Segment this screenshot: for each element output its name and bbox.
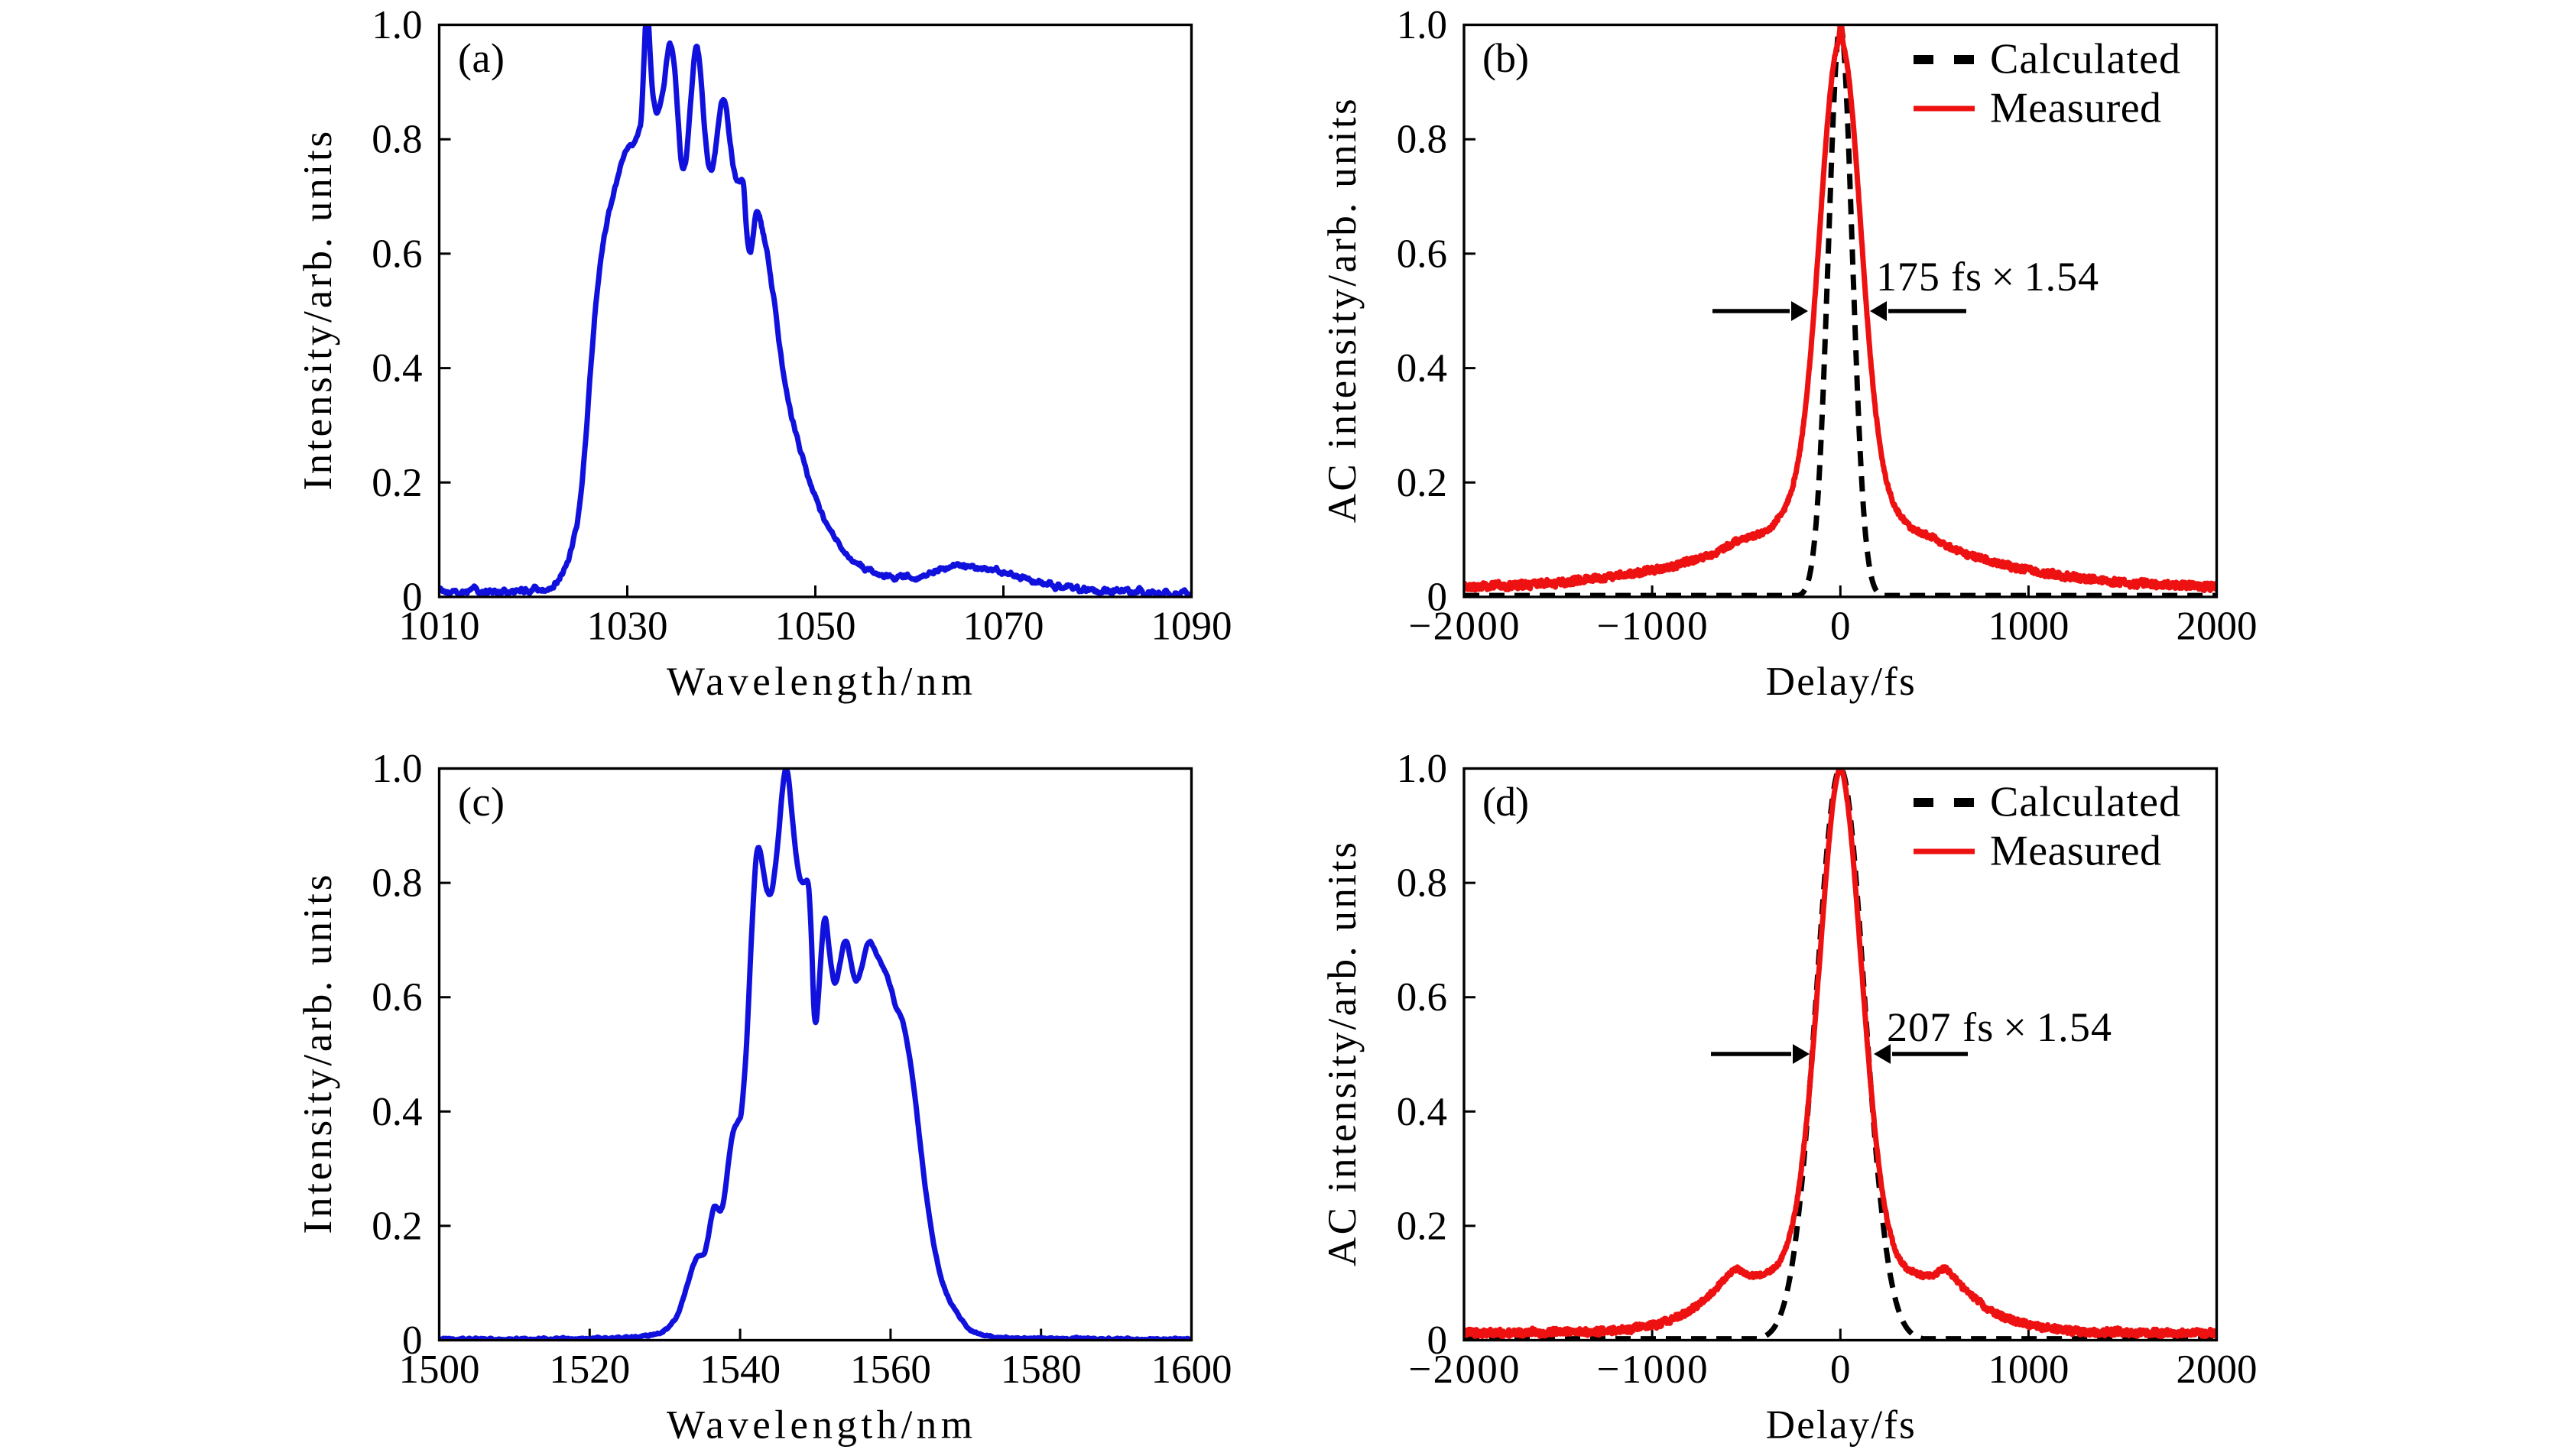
svg-text:Wavelength/nm: Wavelength/nm (667, 660, 972, 704)
svg-text:0: 0 (1830, 605, 1851, 649)
svg-text:Wavelength/nm: Wavelength/nm (667, 1403, 972, 1448)
svg-text:Delay/fs: Delay/fs (1766, 1403, 1915, 1448)
svg-text:0.6: 0.6 (372, 232, 422, 276)
svg-text:(c): (c) (458, 779, 505, 825)
svg-text:0.6: 0.6 (372, 975, 422, 1020)
svg-text:Calculated: Calculated (1990, 779, 2180, 826)
svg-text:−2000: −2000 (1409, 1347, 1520, 1392)
svg-text:1560: 1560 (850, 1347, 931, 1392)
svg-text:1.0: 1.0 (372, 747, 422, 791)
svg-text:0.2: 0.2 (372, 1204, 422, 1248)
svg-text:1090: 1090 (1151, 605, 1232, 649)
svg-text:1.0: 1.0 (1397, 3, 1447, 47)
svg-text:−2000: −2000 (1409, 605, 1520, 649)
svg-text:0.4: 0.4 (372, 1090, 422, 1134)
svg-text:175 fs × 1.54: 175 fs × 1.54 (1876, 254, 2099, 300)
svg-text:0.8: 0.8 (372, 861, 422, 906)
svg-text:1500: 1500 (399, 1347, 480, 1392)
svg-text:0: 0 (1427, 1318, 1448, 1363)
svg-text:(a): (a) (458, 35, 505, 81)
svg-text:1.0: 1.0 (1397, 747, 1447, 791)
svg-text:Measured: Measured (1990, 85, 2161, 132)
svg-text:0.2: 0.2 (1397, 461, 1447, 505)
svg-text:1600: 1600 (1151, 1347, 1232, 1392)
svg-text:1.0: 1.0 (372, 3, 422, 47)
svg-text:0: 0 (1830, 1347, 1851, 1392)
svg-text:0.6: 0.6 (1397, 975, 1447, 1020)
svg-text:1000: 1000 (1988, 1347, 2069, 1392)
svg-text:0.4: 0.4 (372, 346, 422, 391)
svg-text:1070: 1070 (963, 605, 1044, 649)
svg-text:(b): (b) (1482, 35, 1529, 81)
svg-text:0.8: 0.8 (1397, 861, 1447, 906)
svg-text:0.4: 0.4 (1397, 346, 1447, 391)
svg-text:−1000: −1000 (1597, 1347, 1708, 1392)
svg-text:1030: 1030 (587, 605, 668, 649)
svg-text:1010: 1010 (399, 605, 480, 649)
svg-text:0.2: 0.2 (1397, 1204, 1447, 1248)
svg-text:0.8: 0.8 (1397, 118, 1447, 162)
svg-text:(d): (d) (1482, 779, 1529, 825)
svg-text:0: 0 (1427, 576, 1448, 620)
svg-text:0: 0 (402, 576, 423, 620)
svg-text:0: 0 (402, 1318, 423, 1363)
svg-text:Calculated: Calculated (1990, 36, 2180, 83)
svg-text:0.4: 0.4 (1397, 1090, 1447, 1134)
svg-text:2000: 2000 (2177, 605, 2258, 649)
svg-text:1580: 1580 (1001, 1347, 1082, 1392)
svg-text:Measured: Measured (1990, 828, 2161, 875)
svg-text:Delay/fs: Delay/fs (1766, 660, 1915, 704)
svg-text:0.2: 0.2 (372, 461, 422, 505)
svg-text:207 fs × 1.54: 207 fs × 1.54 (1887, 1004, 2112, 1050)
svg-text:1050: 1050 (775, 605, 856, 649)
svg-text:1000: 1000 (1988, 605, 2069, 649)
svg-text:0.8: 0.8 (372, 118, 422, 162)
svg-text:1520: 1520 (549, 1347, 630, 1392)
svg-text:0.6: 0.6 (1397, 232, 1447, 276)
svg-text:2000: 2000 (2177, 1347, 2258, 1392)
svg-text:1540: 1540 (700, 1347, 781, 1392)
svg-text:−1000: −1000 (1597, 605, 1708, 649)
